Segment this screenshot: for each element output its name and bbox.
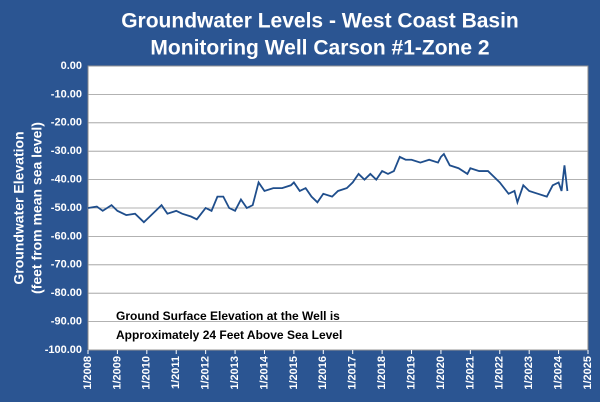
y-tick-label: 0.00: [61, 60, 82, 72]
x-tick-label: 1/2011: [170, 356, 182, 389]
x-tick-label: 1/2022: [494, 356, 506, 390]
x-tick-label: 1/2017: [347, 356, 359, 390]
x-tick-label: 1/2023: [523, 356, 535, 390]
x-tick-label: 1/2024: [552, 355, 564, 390]
y-tick-label: -50.00: [51, 202, 82, 214]
y-tick-label: -90.00: [51, 316, 82, 328]
y-axis-label: Groundwater Elevation: [11, 131, 27, 284]
y-axis-label: (feet from mean sea level): [29, 122, 45, 294]
x-tick-label: 1/2021: [464, 356, 476, 390]
y-tick-label: -20.00: [51, 117, 82, 129]
x-tick-label: 1/2018: [376, 356, 388, 390]
x-tick-label: 1/2010: [141, 356, 153, 390]
y-tick-label: -10.00: [51, 88, 82, 100]
x-tick-label: 1/2015: [288, 356, 300, 390]
data-line: [87, 152, 569, 224]
y-tick-label: -70.00: [51, 259, 82, 271]
y-tick-label: -40.00: [51, 174, 82, 186]
y-tick-label: -80.00: [51, 287, 82, 299]
x-tick-label: 1/2013: [229, 356, 241, 390]
x-tick-label: 1/2025: [582, 356, 594, 390]
x-tick-label: 1/2016: [317, 356, 329, 390]
x-tick-label: 1/2014: [258, 355, 270, 390]
chart-title: Monitoring Well Carson #1-Zone 2: [150, 37, 489, 60]
x-tick-label: 1/2020: [435, 356, 447, 390]
x-tick-label: 1/2019: [405, 356, 417, 390]
x-tick-label: 1/2008: [82, 356, 94, 390]
annotation: Ground Surface Elevation at the Well is: [116, 309, 340, 323]
annotation: Approximately 24 Feet Above Sea Level: [116, 328, 342, 342]
x-tick-label: 1/2009: [111, 356, 123, 390]
y-tick-label: -30.00: [51, 145, 82, 157]
y-tick-label: -100.00: [45, 344, 82, 356]
x-tick-label: 1/2012: [200, 356, 212, 390]
chart-title: Groundwater Levels - West Coast Basin: [121, 10, 519, 33]
y-tick-label: -60.00: [51, 230, 82, 242]
